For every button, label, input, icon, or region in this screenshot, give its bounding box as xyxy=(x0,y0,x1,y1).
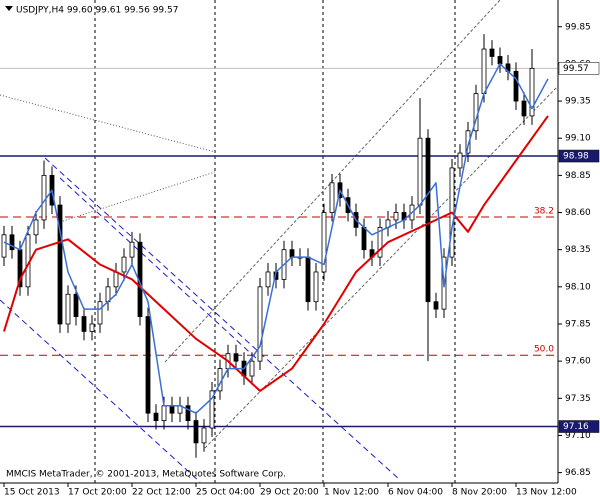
candle-body xyxy=(481,48,487,95)
price-label-box xyxy=(558,62,600,75)
price-label-box xyxy=(558,420,600,433)
candle-body xyxy=(121,256,127,273)
candle-body xyxy=(377,226,383,258)
candle-body xyxy=(465,130,471,154)
candle-body xyxy=(129,241,135,258)
plot-area: 38.2 50.0 xyxy=(0,34,558,458)
y-tick-label: 98.10 xyxy=(565,282,591,292)
candle-body xyxy=(257,286,263,362)
fib-label: 50.0 xyxy=(534,345,554,355)
candle-body xyxy=(417,137,423,206)
candle-body xyxy=(97,301,103,325)
price-label: 98.98 xyxy=(563,152,589,162)
candle-body xyxy=(169,405,175,414)
candle-body xyxy=(393,212,399,221)
candle-body xyxy=(33,219,39,236)
candle-body xyxy=(361,226,367,251)
candle-body xyxy=(521,100,527,117)
y-tick-label: 97.85 xyxy=(565,319,591,329)
candle-body xyxy=(209,390,215,429)
x-tick-label: 13 Nov 12:00 xyxy=(516,488,577,498)
candle-body xyxy=(153,412,159,421)
x-tick-label: 17 Oct 20:00 xyxy=(68,488,127,498)
candle-body xyxy=(249,360,255,377)
y-tick-label: 97.35 xyxy=(565,394,591,404)
candle-body xyxy=(313,271,319,303)
candle-body xyxy=(457,152,463,169)
candle-body xyxy=(1,234,7,258)
y-tick-label: 97.10 xyxy=(565,431,591,441)
footer: MMCIS MetaTrader, © 2001-2013, MetaQuote… xyxy=(6,470,286,480)
y-tick-label: 98.35 xyxy=(565,245,591,255)
candle-body xyxy=(113,271,119,288)
price-label-box xyxy=(558,149,600,163)
candle-body xyxy=(489,48,495,57)
x-tick-label: 22 Oct 12:00 xyxy=(132,488,191,498)
price-label: 97.16 xyxy=(563,422,589,432)
candle-body xyxy=(497,56,503,65)
y-tick-label: 98.60 xyxy=(565,208,591,218)
fib-label: 38.2 xyxy=(534,206,554,216)
candle-body xyxy=(57,204,63,325)
candle-body xyxy=(433,301,439,310)
x-tick-label: 8 Nov 20:00 xyxy=(452,488,507,498)
candle-body xyxy=(185,405,191,421)
candle-body xyxy=(513,70,519,102)
moving-average xyxy=(3,63,549,414)
candle-body xyxy=(305,256,311,303)
x-tick-label: 29 Oct 20:00 xyxy=(260,488,319,498)
x-tick-label: 1 Nov 12:00 xyxy=(324,488,379,498)
candle-body xyxy=(73,293,79,317)
x-tick-label: 25 Oct 04:00 xyxy=(196,488,255,498)
candle-body xyxy=(265,271,271,288)
candle-body xyxy=(289,249,295,258)
candle-body xyxy=(9,234,15,251)
y-tick-label: 99.85 xyxy=(565,22,591,32)
candle-body xyxy=(81,316,87,332)
channel-line xyxy=(59,177,259,361)
candle-body xyxy=(529,67,535,117)
y-tick-label: 97.60 xyxy=(565,357,591,367)
channel-line xyxy=(0,299,201,483)
candle-body xyxy=(425,137,431,303)
candle-body xyxy=(65,293,71,325)
chart-title: USDJPY,H4 99.60 99.61 99.56 99.57 xyxy=(16,6,178,16)
candle-body xyxy=(329,182,335,213)
y-tick-label: 99.10 xyxy=(565,134,591,144)
y-tick-label: 96.85 xyxy=(565,468,591,478)
candle-body xyxy=(201,427,207,444)
candle-body xyxy=(41,174,47,221)
candle-body xyxy=(161,405,167,421)
candle-body xyxy=(321,212,327,273)
trendline xyxy=(0,94,216,153)
menu-arrow[interactable] xyxy=(5,6,13,11)
candle-body xyxy=(193,420,199,444)
y-tick-label: 98.85 xyxy=(565,171,591,181)
trendline xyxy=(204,85,559,449)
trendline xyxy=(59,171,216,223)
moving-average xyxy=(3,115,549,392)
candle-body xyxy=(89,323,95,332)
candle-body xyxy=(145,316,151,414)
candle-body xyxy=(233,353,239,362)
price-label: 99.57 xyxy=(563,64,589,74)
x-tick-label: 6 Nov 04:00 xyxy=(388,488,443,498)
x-tick-label: 15 Oct 2013 xyxy=(4,488,60,498)
y-tick-label: 99.35 xyxy=(565,97,591,107)
